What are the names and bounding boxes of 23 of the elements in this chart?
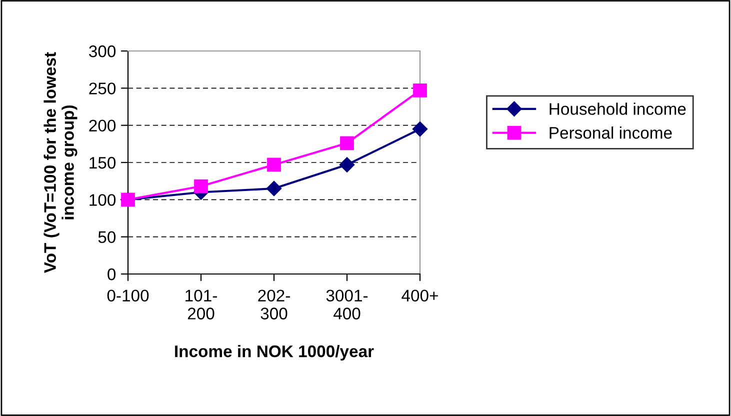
y-tick-label: 200 bbox=[89, 120, 116, 132]
y-tick-label: 50 bbox=[98, 231, 116, 244]
y-tick-label: 150 bbox=[90, 156, 116, 169]
x-tick-label: 3001- 400 bbox=[326, 290, 368, 320]
x-tick-label: 0-100 bbox=[107, 290, 149, 302]
legend-label: Household income bbox=[550, 102, 686, 115]
x-axis-title: Income in NOK 1000/year bbox=[175, 344, 374, 361]
point bbox=[267, 158, 281, 172]
x-tick-label: 202- 300 bbox=[258, 290, 290, 320]
point bbox=[340, 136, 354, 150]
point bbox=[412, 121, 428, 137]
point bbox=[339, 157, 355, 172]
y-tick-label: 250 bbox=[89, 82, 116, 94]
y-axis-title: VoT (VoT=100 for the lowest income group) bbox=[44, 52, 78, 273]
legend-label: Personal income bbox=[550, 126, 672, 139]
point bbox=[413, 83, 427, 98]
y-tick-label: 100 bbox=[90, 194, 116, 206]
y-tick-label: 0 bbox=[108, 268, 116, 280]
x-tick-label: 101- 200 bbox=[186, 290, 217, 320]
point bbox=[266, 180, 282, 196]
y-tick-label: 300 bbox=[89, 45, 116, 58]
point bbox=[194, 179, 208, 194]
x-tick-label: 400+ bbox=[402, 290, 438, 302]
